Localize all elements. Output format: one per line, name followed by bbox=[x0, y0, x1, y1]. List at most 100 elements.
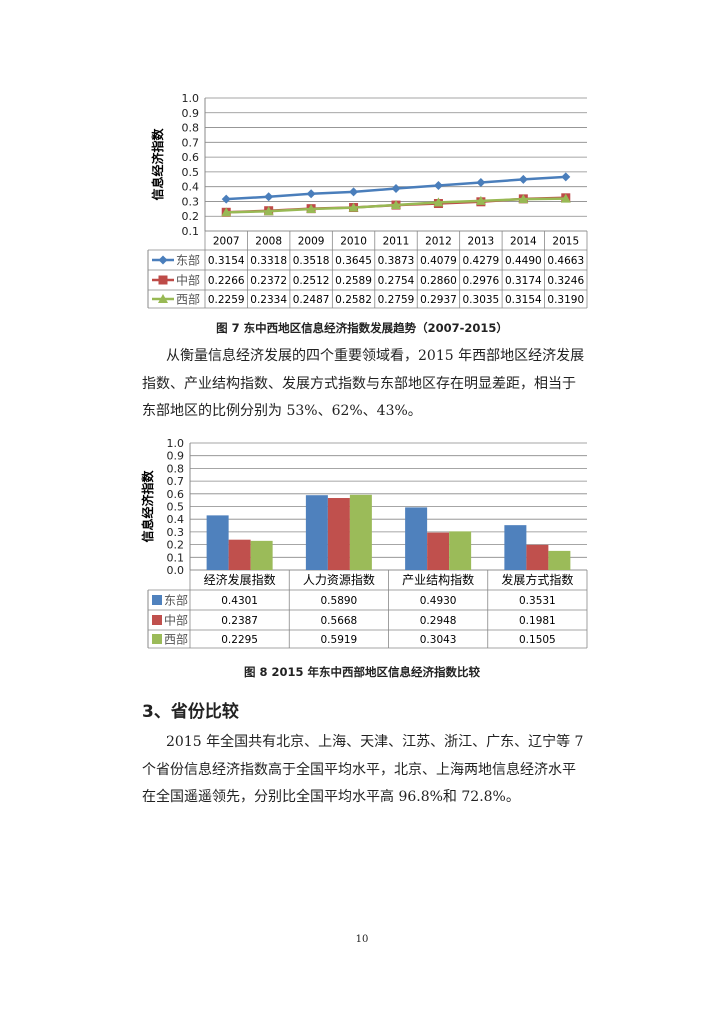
data-table-cell: 0.1981 bbox=[519, 615, 556, 627]
data-table-cell: 0.2372 bbox=[250, 275, 287, 287]
legend-swatch-东部 bbox=[152, 595, 162, 605]
legend-marker-square bbox=[158, 275, 168, 285]
page-number: 10 bbox=[355, 934, 369, 945]
data-table-cell: 0.3190 bbox=[547, 294, 584, 306]
data-table-cell: 0.5668 bbox=[321, 615, 358, 627]
data-point-triangle bbox=[433, 197, 444, 207]
x-category-label: 2015 bbox=[552, 236, 579, 248]
bar-西部 bbox=[349, 494, 372, 570]
y-tick-label: 0.7 bbox=[167, 475, 185, 488]
data-table-cell: 0.2948 bbox=[420, 615, 457, 627]
bar-中部 bbox=[526, 544, 549, 570]
data-table-cell: 0.4490 bbox=[505, 255, 542, 267]
data-point-triangle bbox=[391, 200, 401, 210]
data-table-cell: 0.2487 bbox=[293, 294, 330, 306]
data-table-cell: 0.3246 bbox=[547, 275, 584, 287]
data-point-triangle bbox=[475, 195, 486, 205]
data-table-cell: 0.3035 bbox=[463, 294, 500, 306]
x-category-label: 2007 bbox=[213, 236, 240, 248]
legend-swatch-中部 bbox=[152, 615, 162, 625]
bar-chart-2015-comparison: 0.00.10.20.30.40.50.60.70.80.91.0 信息经济指数经… bbox=[140, 437, 588, 649]
line-chart-regional-trend: 0.1 0.2 0.30.4 0.5 0.6 0.70.8 0.9 1.0 信息经济指数 2007… bbox=[147, 92, 588, 309]
figure-7-caption: 图 7 东中西地区信息经济指数发展趋势（2007-2015） bbox=[216, 321, 508, 335]
y-tick-label: 0.3 bbox=[182, 195, 200, 208]
data-point-diamond bbox=[306, 189, 316, 199]
x-category-label: 2014 bbox=[510, 236, 537, 248]
bar-中部 bbox=[228, 539, 251, 570]
y-tick-label: 0.2 bbox=[167, 539, 185, 552]
x-category-label: 发展方式指数 bbox=[501, 572, 573, 587]
y-tick-label: 0.4 bbox=[167, 513, 185, 526]
x-category-label: 2008 bbox=[255, 236, 282, 248]
y-tick-label: 0.5 bbox=[167, 501, 185, 514]
data-point-triangle bbox=[306, 204, 317, 214]
x-category-label: 2012 bbox=[425, 236, 452, 248]
paragraph-regional-gap: 从衡量信息经济发展的四个重要领域看，2015 年西部地区经济发展指数、产业结构指… bbox=[142, 348, 585, 419]
data-table-cell: 0.5919 bbox=[321, 634, 358, 646]
y-tick-label: 0.5 bbox=[182, 166, 200, 179]
legend-swatch-西部 bbox=[152, 634, 162, 644]
data-table-cell: 0.4279 bbox=[463, 255, 500, 267]
y-axis-title: 信息经济指数 bbox=[140, 470, 155, 543]
y-tick-label: 1.0 bbox=[182, 92, 200, 105]
data-point-diamond bbox=[391, 184, 401, 194]
data-table-cell: 0.2387 bbox=[221, 615, 258, 627]
bar-西部 bbox=[449, 531, 472, 570]
data-table-cell: 0.3318 bbox=[250, 255, 287, 267]
legend-marker-diamond bbox=[158, 255, 168, 265]
y-tick-label: 0.8 bbox=[182, 122, 200, 135]
y-axis-title: 信息经济指数 bbox=[150, 128, 165, 201]
bar-东部 bbox=[405, 507, 428, 570]
y-tick-label: 0.1 bbox=[182, 225, 200, 238]
bar-东部 bbox=[305, 495, 328, 570]
legend-label: 西部 bbox=[176, 292, 200, 307]
data-point-diamond bbox=[518, 174, 528, 184]
y-tick-label: 0.8 bbox=[167, 462, 185, 475]
x-category-label: 2010 bbox=[340, 236, 367, 248]
data-table-cell: 0.3154 bbox=[505, 294, 542, 306]
bar-东部 bbox=[206, 515, 229, 570]
data-point-diamond bbox=[349, 187, 359, 197]
y-tick-label: 0.4 bbox=[182, 181, 200, 194]
legend-label: 西部 bbox=[164, 632, 188, 647]
y-tick-label: 0.2 bbox=[182, 210, 200, 223]
y-tick-label: 0.9 bbox=[167, 450, 185, 463]
data-table-cell: 0.4079 bbox=[420, 255, 457, 267]
legend-label: 东部 bbox=[176, 253, 200, 268]
bar-中部 bbox=[327, 498, 350, 570]
y-tick-label: 0.0 bbox=[167, 564, 185, 577]
x-category-label: 人力资源指数 bbox=[303, 572, 375, 587]
data-table-cell: 0.4663 bbox=[547, 255, 584, 267]
data-table-cell: 0.3154 bbox=[208, 255, 245, 267]
legend-label: 东部 bbox=[164, 593, 188, 608]
paragraph-province-comparison: 2015 年全国共有北京、上海、天津、江苏、浙江、广东、辽宁等 7 个省份信息经… bbox=[142, 734, 584, 805]
x-category-label: 2009 bbox=[298, 236, 325, 248]
data-table-cell: 0.3174 bbox=[505, 275, 542, 287]
bar-中部 bbox=[427, 532, 450, 570]
bar-东部 bbox=[504, 525, 527, 570]
data-table-cell: 0.2582 bbox=[335, 294, 372, 306]
y-tick-label: 0.6 bbox=[182, 151, 200, 164]
data-table-cell: 0.3518 bbox=[293, 255, 330, 267]
data-point-triangle bbox=[263, 206, 274, 216]
data-table-cell: 0.3873 bbox=[378, 255, 415, 267]
x-category-label: 2013 bbox=[468, 236, 495, 248]
legend-label: 中部 bbox=[176, 273, 200, 288]
data-table-cell: 0.2266 bbox=[208, 275, 245, 287]
data-point-triangle bbox=[560, 193, 571, 203]
figure-8-caption: 图 8 2015 年东中西部地区信息经济指数比较 bbox=[243, 665, 481, 679]
data-table-cell: 0.1505 bbox=[519, 634, 556, 646]
data-table-cell: 0.2754 bbox=[378, 275, 415, 287]
y-tick-label: 0.6 bbox=[167, 488, 185, 501]
data-table-cell: 0.2860 bbox=[420, 275, 457, 287]
data-table-cell: 0.2759 bbox=[378, 294, 415, 306]
y-tick-label: 0.7 bbox=[182, 136, 200, 149]
data-point-triangle bbox=[518, 194, 529, 204]
data-table-cell: 0.2589 bbox=[335, 275, 372, 287]
x-category-label: 2011 bbox=[383, 236, 410, 248]
data-table-cell: 0.2937 bbox=[420, 294, 457, 306]
bar-西部 bbox=[548, 550, 571, 570]
data-table-cell: 0.4930 bbox=[420, 595, 457, 607]
y-tick-label: 0.9 bbox=[182, 107, 200, 120]
